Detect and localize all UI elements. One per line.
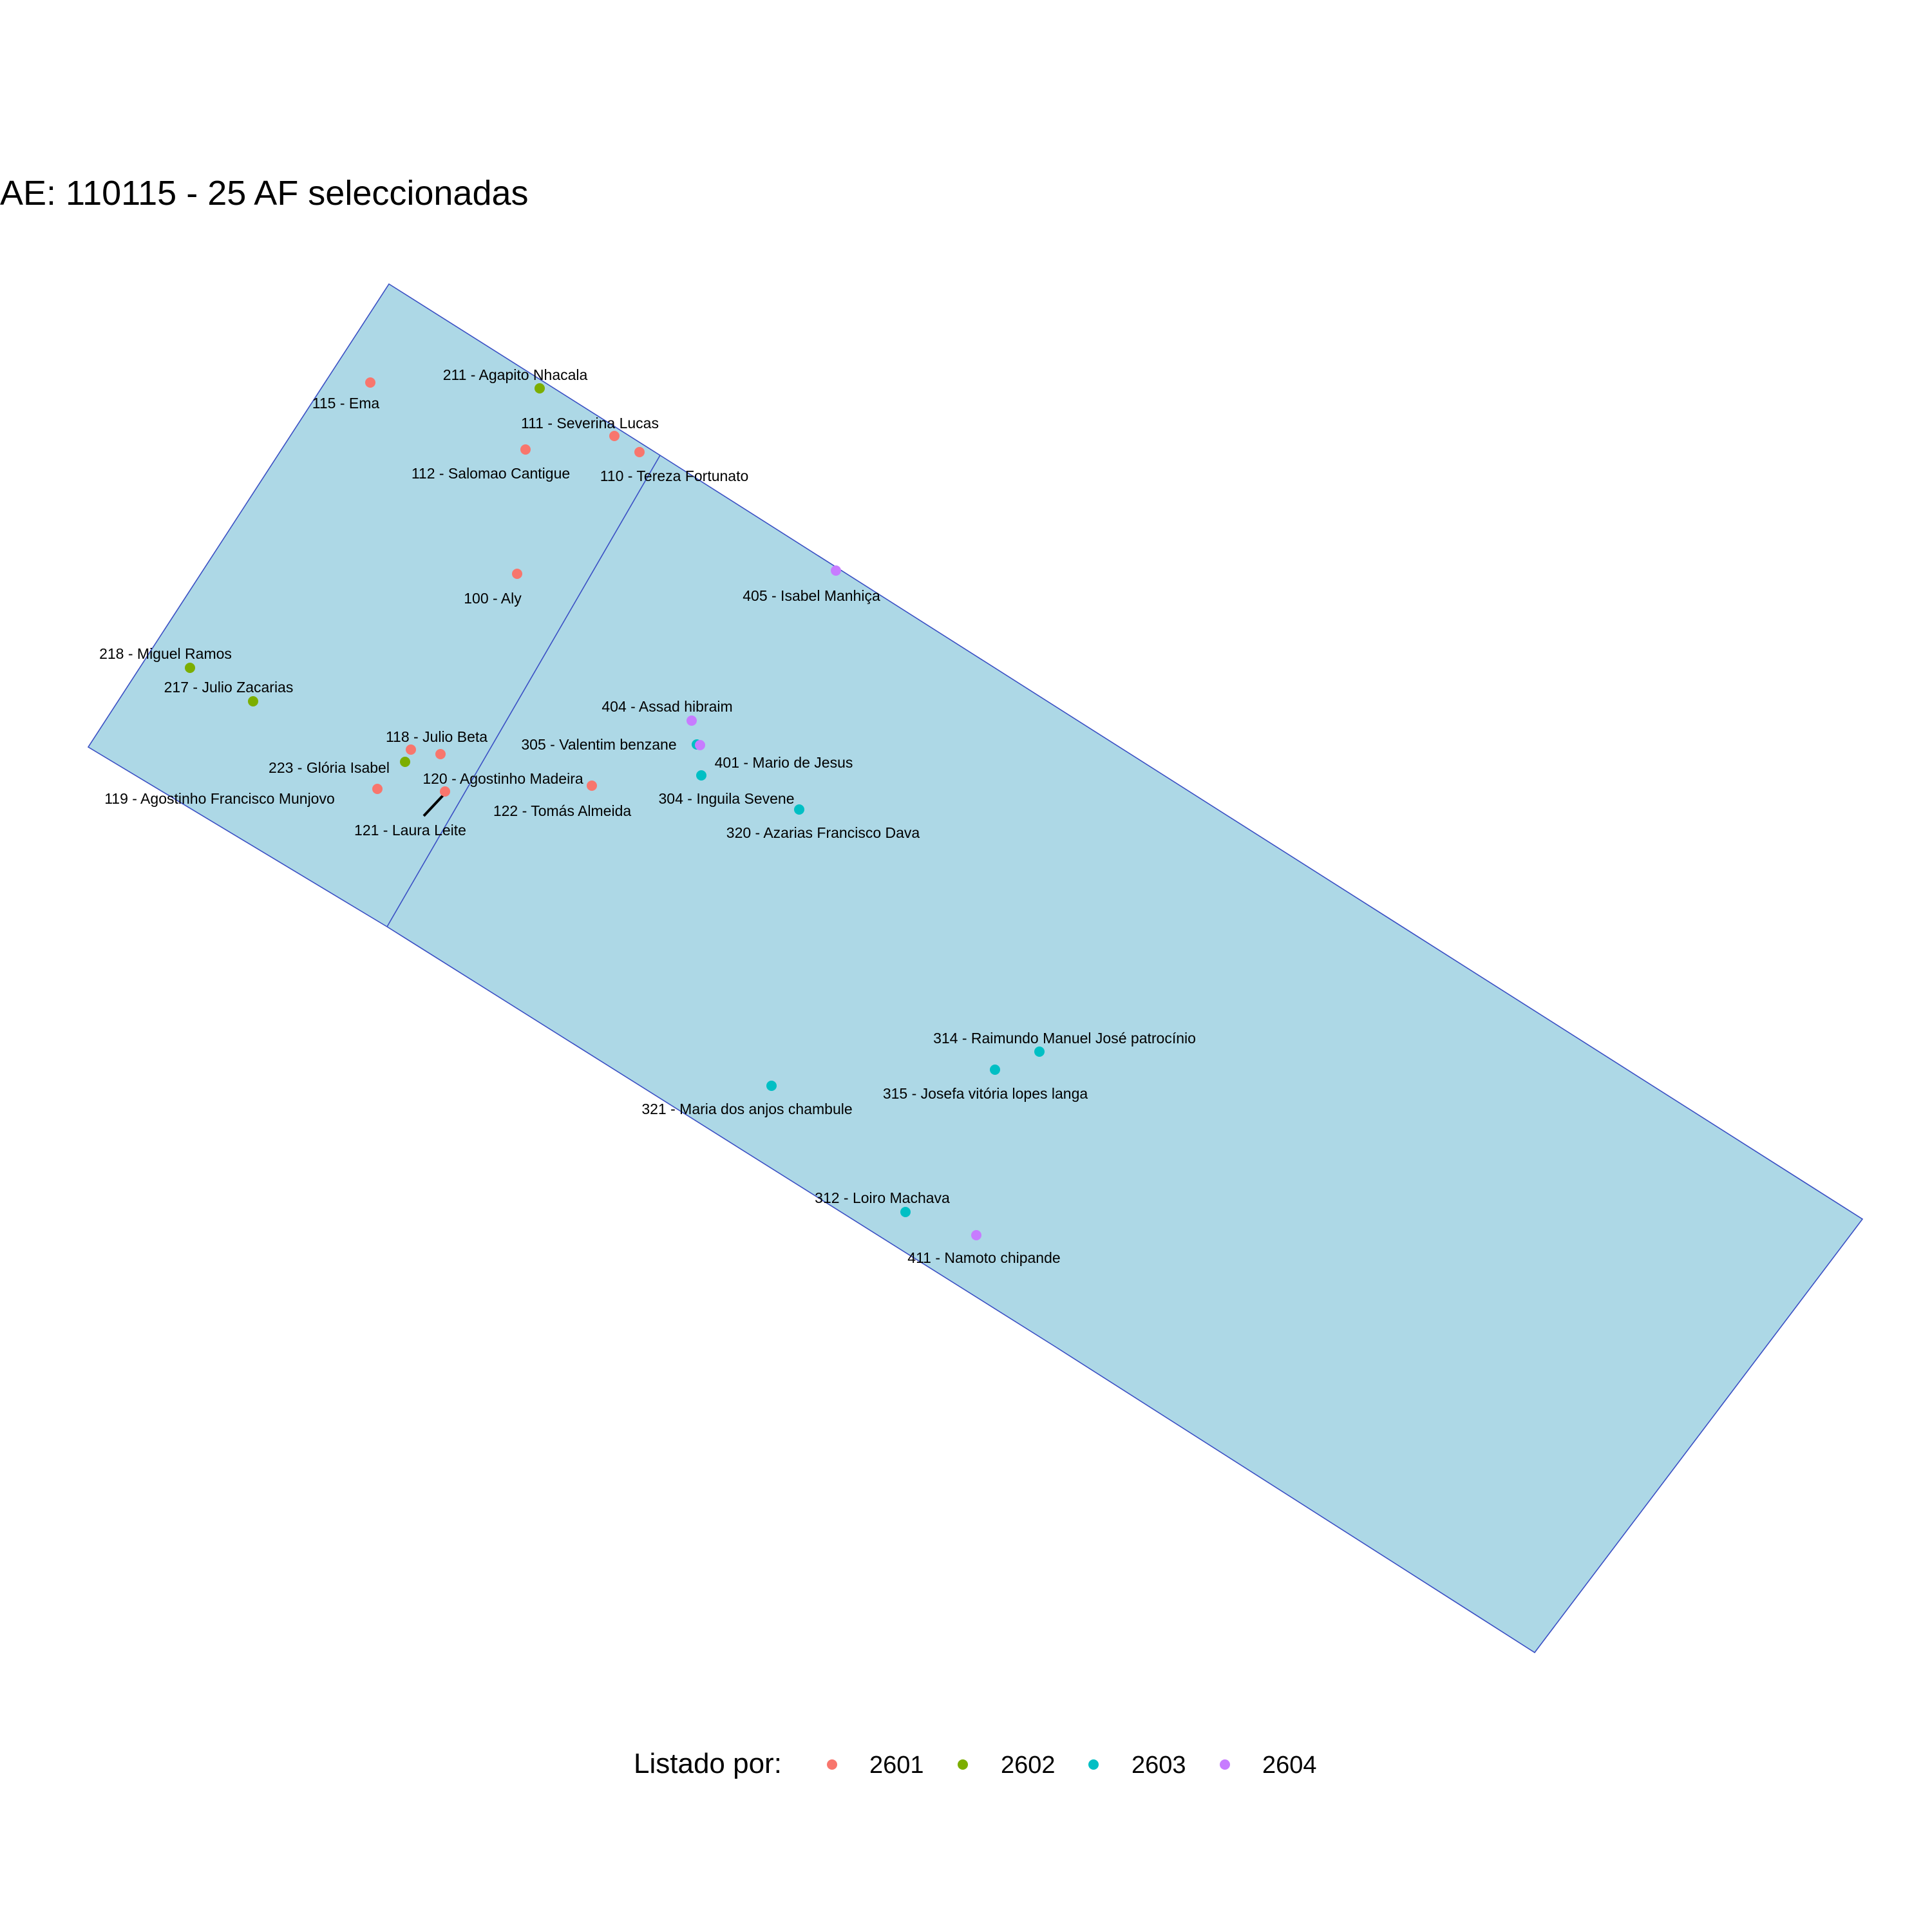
legend-label-2603: 2603 — [1132, 1752, 1186, 1779]
household-label: 111 - Severina Lucas — [521, 415, 659, 431]
household-point — [687, 715, 697, 726]
household-point — [696, 770, 706, 781]
area-divider-line — [386, 455, 661, 927]
household-label: 121 - Laura Leite — [354, 822, 466, 838]
household-label: 119 - Agostinho Francisco Munjovo — [104, 790, 335, 807]
household-point — [520, 444, 531, 455]
household-label: 118 - Julio Beta — [386, 728, 488, 745]
household-point — [400, 757, 410, 767]
household-label: 217 - Julio Zacarias — [164, 679, 294, 696]
legend-swatch-2603 — [1088, 1759, 1099, 1770]
household-point — [831, 565, 841, 576]
household-label: 110 - Tereza Fortunato — [600, 468, 749, 484]
label-leader-line — [422, 794, 444, 817]
legend-item-2601: 2601 — [827, 1752, 924, 1779]
household-point — [440, 786, 450, 797]
legend-swatch-2604 — [1220, 1759, 1230, 1770]
household-point — [365, 377, 375, 388]
household-label: 314 - Raimundo Manuel José patrocínio — [933, 1030, 1196, 1046]
household-point — [248, 696, 258, 706]
household-label: 305 - Valentim benzane — [521, 736, 676, 753]
household-labels: 115 - Ema 211 - Agapito Nhacala 111 - Seve… — [99, 366, 1196, 1266]
household-label: 321 - Maria dos anjos chambule — [641, 1101, 852, 1117]
household-label: 218 - Miguel Ramos — [99, 645, 232, 662]
household-point — [794, 804, 804, 815]
household-point — [535, 383, 545, 393]
enumeration-area-polygon — [87, 283, 1864, 1654]
household-point — [634, 447, 645, 457]
household-point — [512, 569, 522, 579]
household-label: 405 - Isabel Manhiça — [743, 587, 880, 604]
legend-title: Listado por: — [634, 1748, 782, 1779]
legend-swatch-2601 — [827, 1759, 837, 1770]
household-point — [1034, 1046, 1045, 1057]
household-label: 304 - Inguila Sevene — [659, 790, 795, 807]
household-label: 112 - Salomao Cantigue — [412, 465, 570, 482]
household-label: 320 - Azarias Francisco Dava — [726, 824, 920, 841]
legend-item-2603: 2603 — [1088, 1752, 1186, 1779]
household-point — [372, 784, 383, 794]
household-label: 115 - Ema — [312, 395, 380, 412]
household-points — [185, 377, 1045, 1240]
household-point — [695, 740, 705, 750]
legend-item-2604: 2604 — [1220, 1752, 1317, 1779]
household-point — [766, 1081, 777, 1091]
map-title: AE: 110115 - 25 AF seleccionadas — [0, 174, 529, 213]
legend-label-2604: 2604 — [1262, 1752, 1317, 1779]
household-label: 404 - Assad hibraim — [601, 698, 732, 715]
household-point — [609, 431, 620, 441]
household-point — [900, 1207, 911, 1217]
legend: Listado por: 2601 2602 2603 2604 — [634, 1748, 1317, 1779]
household-point — [406, 744, 416, 755]
household-point — [435, 749, 446, 759]
household-label: 411 - Namoto chipande — [907, 1249, 1060, 1266]
household-label: 223 - Glória Isabel — [269, 759, 390, 776]
legend-item-2602: 2602 — [958, 1752, 1056, 1779]
household-label: 100 - Aly — [464, 590, 522, 607]
household-point — [185, 663, 195, 673]
legend-swatch-2602 — [958, 1759, 968, 1770]
household-label: 122 - Tomás Almeida — [493, 802, 632, 819]
household-point — [971, 1230, 981, 1240]
household-point — [990, 1065, 1000, 1075]
household-point — [587, 781, 597, 791]
household-label: 401 - Mario de Jesus — [715, 754, 853, 771]
household-label: 315 - Josefa vitória lopes langa — [883, 1085, 1088, 1102]
household-label: 312 - Loiro Machava — [815, 1189, 950, 1206]
household-label: 211 - Agapito Nhacala — [443, 366, 588, 383]
household-label: 120 - Agostinho Madeira — [422, 770, 583, 787]
legend-label-2601: 2601 — [869, 1752, 924, 1779]
legend-label-2602: 2602 — [1001, 1752, 1056, 1779]
